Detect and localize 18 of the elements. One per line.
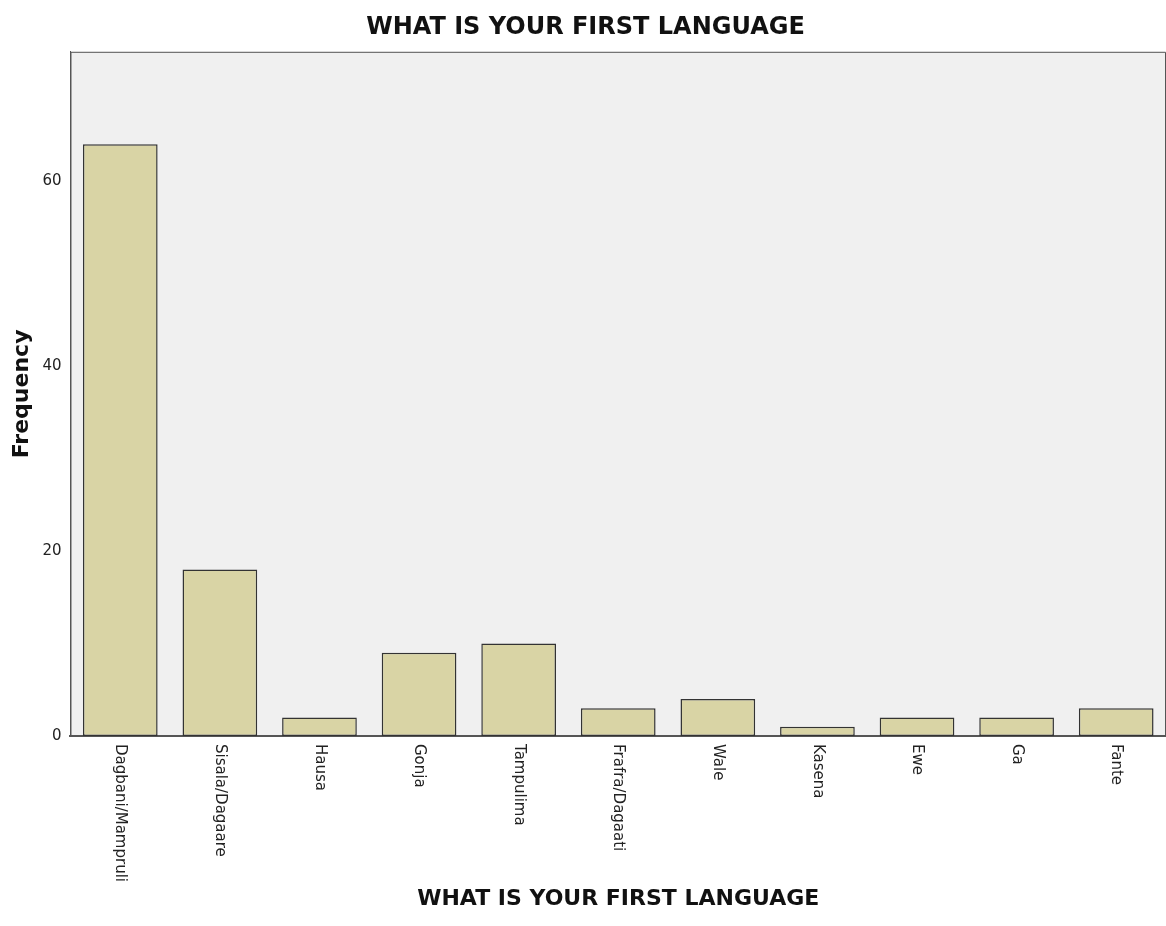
y-tick-label: 20 bbox=[42, 540, 62, 559]
y-axis-title: Frequency bbox=[7, 329, 33, 459]
x-tick-label: Ewe bbox=[909, 744, 928, 775]
x-tick-label: Dagbani/Mampruli bbox=[112, 744, 131, 882]
x-tick-label: Ga bbox=[1008, 744, 1027, 765]
x-tick-label: Wale bbox=[709, 744, 728, 781]
x-tick-label: Frafra/Dagaati bbox=[610, 744, 629, 852]
y-tick-label: 40 bbox=[42, 356, 62, 375]
x-tick-label: Kasena bbox=[809, 744, 828, 799]
x-tick-label: Fante bbox=[1108, 744, 1127, 786]
x-tick-label: Sisala/Dagaare bbox=[211, 744, 230, 857]
x-axis-title: WHAT IS YOUR FIRST LANGUAGE bbox=[417, 884, 820, 910]
x-tick-label: Tampulima bbox=[510, 743, 529, 826]
x-tick-label: Hausa bbox=[311, 744, 330, 791]
x-tick-label: Gonja bbox=[411, 744, 430, 788]
y-tick-label: 0 bbox=[51, 725, 62, 744]
y-tick-label: 60 bbox=[42, 171, 62, 190]
chart-title: WHAT IS YOUR FIRST LANGUAGE bbox=[366, 11, 805, 40]
